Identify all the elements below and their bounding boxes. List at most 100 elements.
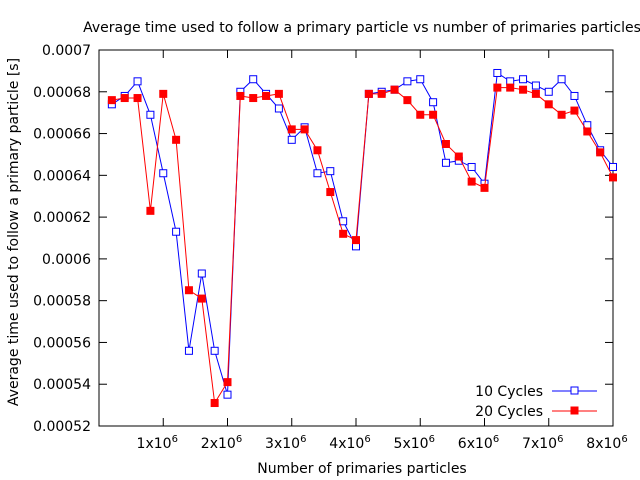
x-tick-label-exponent: 6 (557, 434, 563, 445)
data-point-10-cycles (441, 158, 450, 167)
data-point-20-cycles (531, 89, 540, 98)
y-tick-label: 0.00064 (33, 168, 91, 184)
y-tick-label: 0.00056 (33, 335, 91, 351)
data-point-20-cycles (596, 148, 605, 157)
data-point-20-cycles (403, 96, 412, 105)
legend-marker-20-cycles (570, 406, 579, 415)
data-point-20-cycles (454, 152, 463, 161)
data-point-10-cycles (493, 68, 502, 77)
legend: 10 Cycles 20 Cycles (475, 384, 597, 420)
data-point-10-cycles (531, 81, 540, 90)
data-point-10-cycles (326, 167, 335, 176)
data-point-20-cycles (377, 89, 386, 98)
legend-marker-10-cycles (570, 386, 579, 395)
y-tick-label: 0.0006 (42, 252, 91, 268)
x-tick-label-base: 1x10 (137, 436, 172, 452)
data-point-10-cycles (570, 91, 579, 100)
x-tick-label-exponent: 6 (172, 434, 178, 445)
data-point-20-cycles (107, 96, 116, 105)
x-tick-label-base: 7x10 (522, 436, 557, 452)
x-tick-label: 3x106 (265, 434, 306, 452)
x-tick-label-base: 4x10 (329, 436, 364, 452)
x-tick-label-exponent: 6 (429, 434, 435, 445)
data-point-20-cycles (339, 229, 348, 238)
data-point-10-cycles (184, 346, 193, 355)
x-tick-label: 5x106 (394, 434, 435, 452)
data-point-20-cycles (609, 173, 617, 182)
x-tick-label-exponent: 6 (621, 434, 627, 445)
x-tick-label: 8x106 (586, 434, 627, 452)
x-tick-label-base: 5x10 (394, 436, 429, 452)
x-tick-label-base: 8x10 (586, 436, 621, 452)
data-point-20-cycles (544, 100, 553, 109)
x-tick-label: 1x106 (137, 434, 178, 452)
data-point-10-cycles (287, 135, 296, 144)
y-tick-label: 0.00058 (33, 294, 91, 310)
data-point-10-cycles (146, 110, 155, 119)
data-point-20-cycles (429, 110, 438, 119)
data-point-20-cycles (364, 89, 373, 98)
data-point-10-cycles (339, 217, 348, 226)
data-point-20-cycles (249, 94, 258, 103)
data-point-20-cycles (583, 127, 592, 136)
x-tick-label: 4x106 (329, 434, 370, 452)
series-layer (107, 68, 617, 408)
data-point-20-cycles (197, 294, 206, 303)
data-point-10-cycles (223, 390, 232, 399)
y-tick-label: 0.0007 (42, 43, 91, 59)
data-point-20-cycles (120, 94, 129, 103)
data-point-10-cycles (249, 75, 258, 84)
data-point-10-cycles (210, 346, 219, 355)
legend-label-10-cycles: 10 Cycles (475, 384, 543, 400)
y-axis-label: Average time used to follow a primary pa… (6, 58, 22, 406)
y-tick-label: 0.00054 (33, 377, 91, 393)
x-tick-label: 2x106 (201, 434, 242, 452)
x-tick-label-exponent: 6 (364, 434, 370, 445)
data-point-20-cycles (441, 140, 450, 148)
data-point-20-cycles (274, 89, 283, 98)
data-point-20-cycles (146, 206, 155, 215)
legend-label-20-cycles: 20 Cycles (475, 404, 543, 420)
y-tick-label: 0.00062 (33, 210, 91, 226)
data-point-20-cycles (287, 125, 296, 134)
y-axis-ticks: 0.00052 0.00054 0.00056 0.00058 0.0006 0.0006… (33, 43, 613, 435)
data-point-10-cycles (197, 269, 206, 278)
data-point-20-cycles (236, 91, 245, 100)
data-point-20-cycles (300, 125, 309, 134)
data-point-10-cycles (467, 162, 476, 171)
data-point-10-cycles (557, 75, 566, 84)
data-point-20-cycles (326, 188, 335, 197)
chart-title: Average time used to follow a primary pa… (83, 20, 640, 36)
data-point-20-cycles (493, 83, 502, 92)
x-tick-label-base: 6x10 (458, 436, 493, 452)
y-tick-label: 0.00052 (33, 419, 91, 435)
x-tick-label: 6x106 (458, 434, 499, 452)
series-line-20-cycles (111, 87, 614, 405)
x-tick-label-base: 2x10 (201, 436, 236, 452)
y-tick-label: 0.00068 (33, 85, 91, 101)
data-point-20-cycles (570, 106, 579, 115)
data-point-10-cycles (172, 227, 181, 236)
data-point-20-cycles (352, 236, 360, 245)
data-point-20-cycles (133, 94, 142, 103)
data-point-20-cycles (557, 110, 566, 119)
data-point-20-cycles (313, 146, 322, 155)
data-point-10-cycles (159, 169, 168, 178)
x-tick-label-exponent: 6 (300, 434, 306, 445)
data-point-20-cycles (506, 83, 515, 92)
y-tick-label: 0.00066 (33, 127, 91, 143)
x-tick-label: 7x106 (522, 434, 563, 452)
data-point-20-cycles (390, 85, 399, 94)
data-point-20-cycles (480, 183, 489, 192)
data-point-20-cycles (416, 110, 425, 119)
x-tick-label-exponent: 6 (493, 434, 499, 445)
x-tick-label-exponent: 6 (236, 434, 242, 445)
data-point-20-cycles (519, 85, 528, 94)
data-point-20-cycles (223, 378, 232, 387)
data-point-10-cycles (609, 162, 617, 171)
x-axis-label: Number of primaries particles (257, 461, 466, 477)
data-point-20-cycles (184, 286, 193, 295)
data-point-20-cycles (262, 91, 271, 100)
x-tick-label-base: 3x10 (265, 436, 300, 452)
data-point-10-cycles (429, 98, 438, 107)
